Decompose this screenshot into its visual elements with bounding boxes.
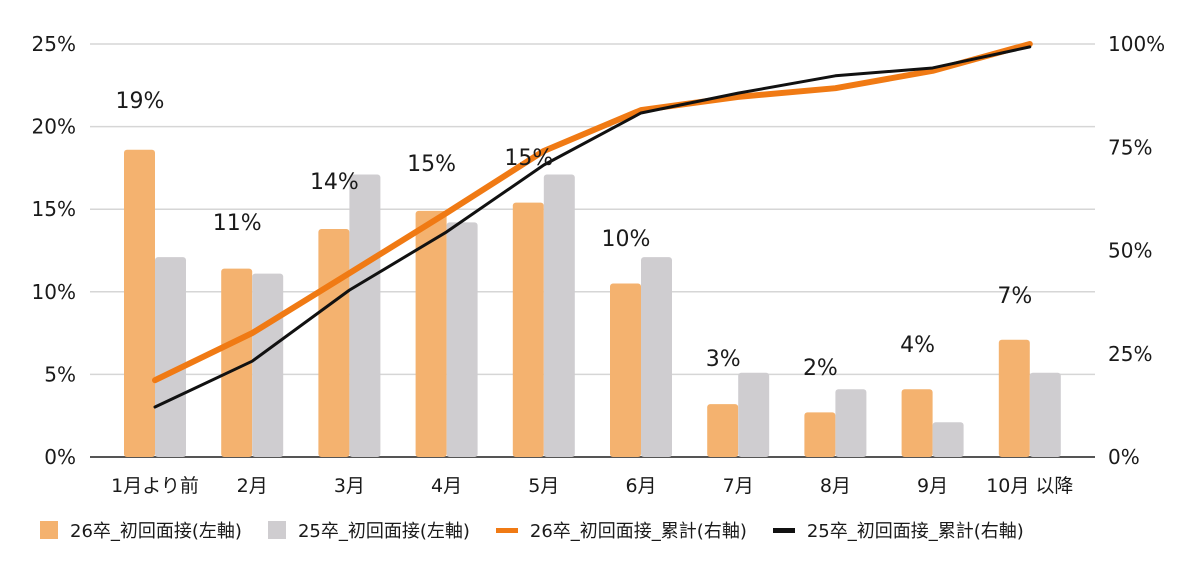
bar bbox=[221, 268, 253, 457]
right-axis-ticks: 0% 25% 50% 75% 100% bbox=[1108, 32, 1165, 469]
bar bbox=[512, 202, 544, 457]
category-label: 6月 bbox=[625, 475, 656, 497]
category-label: 8月 bbox=[820, 475, 851, 497]
bar bbox=[1029, 372, 1061, 457]
legend-swatch-black-line-icon bbox=[772, 527, 795, 533]
legend-label: 26卒_初回面接_累計(右軸) bbox=[529, 521, 747, 542]
cumulative-lines bbox=[152, 41, 1033, 409]
legend-item-25-cumulative: 25卒_初回面接_累計(右軸) bbox=[772, 517, 1024, 543]
category-axis-labels: 1月より前 2月 3月 4月 5月 6月 7月 8月 9月 10月 以降 bbox=[111, 475, 1073, 497]
legend-swatch-orange-box-icon bbox=[40, 521, 58, 539]
data-label: 11% bbox=[213, 211, 262, 236]
legend-item-25-interview: 25卒_初回面接(左軸) bbox=[267, 517, 470, 543]
data-label: 3% bbox=[706, 347, 741, 372]
bar bbox=[610, 283, 641, 457]
left-axis-tick-label: 10% bbox=[32, 280, 76, 304]
bar bbox=[415, 210, 447, 457]
bar bbox=[804, 412, 836, 457]
bar bbox=[998, 339, 1030, 457]
category-label: 7月 bbox=[723, 475, 754, 497]
bar bbox=[738, 372, 770, 457]
left-axis-tick-label: 5% bbox=[44, 362, 76, 386]
data-label: 4% bbox=[900, 333, 935, 358]
left-axis-tick-label: 0% bbox=[44, 445, 76, 469]
category-label: 3月 bbox=[334, 475, 365, 497]
bar bbox=[543, 174, 575, 457]
bar bbox=[901, 389, 933, 457]
data-label: 15% bbox=[504, 146, 553, 171]
category-label: 1月より前 bbox=[111, 475, 199, 497]
legend-label: 26卒_初回面接(左軸) bbox=[70, 521, 242, 542]
data-label: 2% bbox=[803, 356, 838, 381]
data-label: 15% bbox=[407, 152, 456, 177]
legend-label: 25卒_初回面接(左軸) bbox=[297, 521, 470, 542]
right-axis-tick-label: 75% bbox=[1108, 135, 1152, 159]
bar bbox=[641, 257, 672, 457]
bar bbox=[707, 404, 739, 457]
bar bbox=[446, 222, 478, 457]
bar bbox=[932, 422, 964, 457]
left-axis-ticks: 0% 5% 10% 15% 20% 25% bbox=[32, 32, 76, 469]
right-axis-tick-label: 100% bbox=[1108, 32, 1165, 56]
data-label: 7% bbox=[997, 284, 1032, 309]
left-axis-tick-label: 25% bbox=[32, 32, 76, 56]
bar bbox=[252, 273, 284, 457]
data-label: 19% bbox=[116, 89, 165, 114]
legend: 26卒_初回面接(左軸) 25卒_初回面接(左軸) 26卒_初回面接_累計(右軸… bbox=[0, 512, 1200, 548]
category-label: 2月 bbox=[237, 475, 268, 497]
data-labels: 19% 11% 14% 15% 15% 10% 3% 2% 4% 7% bbox=[116, 89, 1033, 381]
category-label: 9月 bbox=[917, 475, 948, 497]
legend-swatch-orange-line-icon bbox=[495, 527, 518, 533]
bar bbox=[155, 257, 186, 457]
category-label: 5月 bbox=[528, 475, 559, 497]
cumulative-line bbox=[153, 45, 1032, 409]
right-axis-tick-label: 50% bbox=[1108, 239, 1152, 263]
legend-swatch-gray-box-icon bbox=[267, 521, 286, 539]
bar bbox=[349, 174, 381, 457]
left-axis-tick-label: 20% bbox=[32, 115, 76, 139]
bar bbox=[835, 389, 867, 457]
legend-item-26-cumulative: 26卒_初回面接_累計(右軸) bbox=[495, 517, 747, 543]
bar bbox=[124, 149, 155, 457]
cumulative-line bbox=[152, 41, 1033, 384]
bar bbox=[318, 229, 350, 457]
bars bbox=[124, 149, 1061, 457]
left-axis-tick-label: 15% bbox=[32, 197, 76, 221]
right-axis-tick-label: 25% bbox=[1108, 342, 1152, 366]
legend-item-26-interview: 26卒_初回面接(左軸) bbox=[40, 517, 242, 543]
data-label: 14% bbox=[310, 170, 359, 195]
chart-plot-area: 0%5%10%15%20%25% 0%25%50%75%100% 19%11%1… bbox=[32, 32, 1166, 497]
category-label: 10月 以降 bbox=[986, 475, 1073, 497]
category-label: 4月 bbox=[431, 475, 462, 497]
right-axis-tick-label: 0% bbox=[1108, 445, 1140, 469]
data-label: 10% bbox=[602, 227, 651, 252]
legend-label: 25卒_初回面接_累計(右軸) bbox=[806, 521, 1024, 542]
